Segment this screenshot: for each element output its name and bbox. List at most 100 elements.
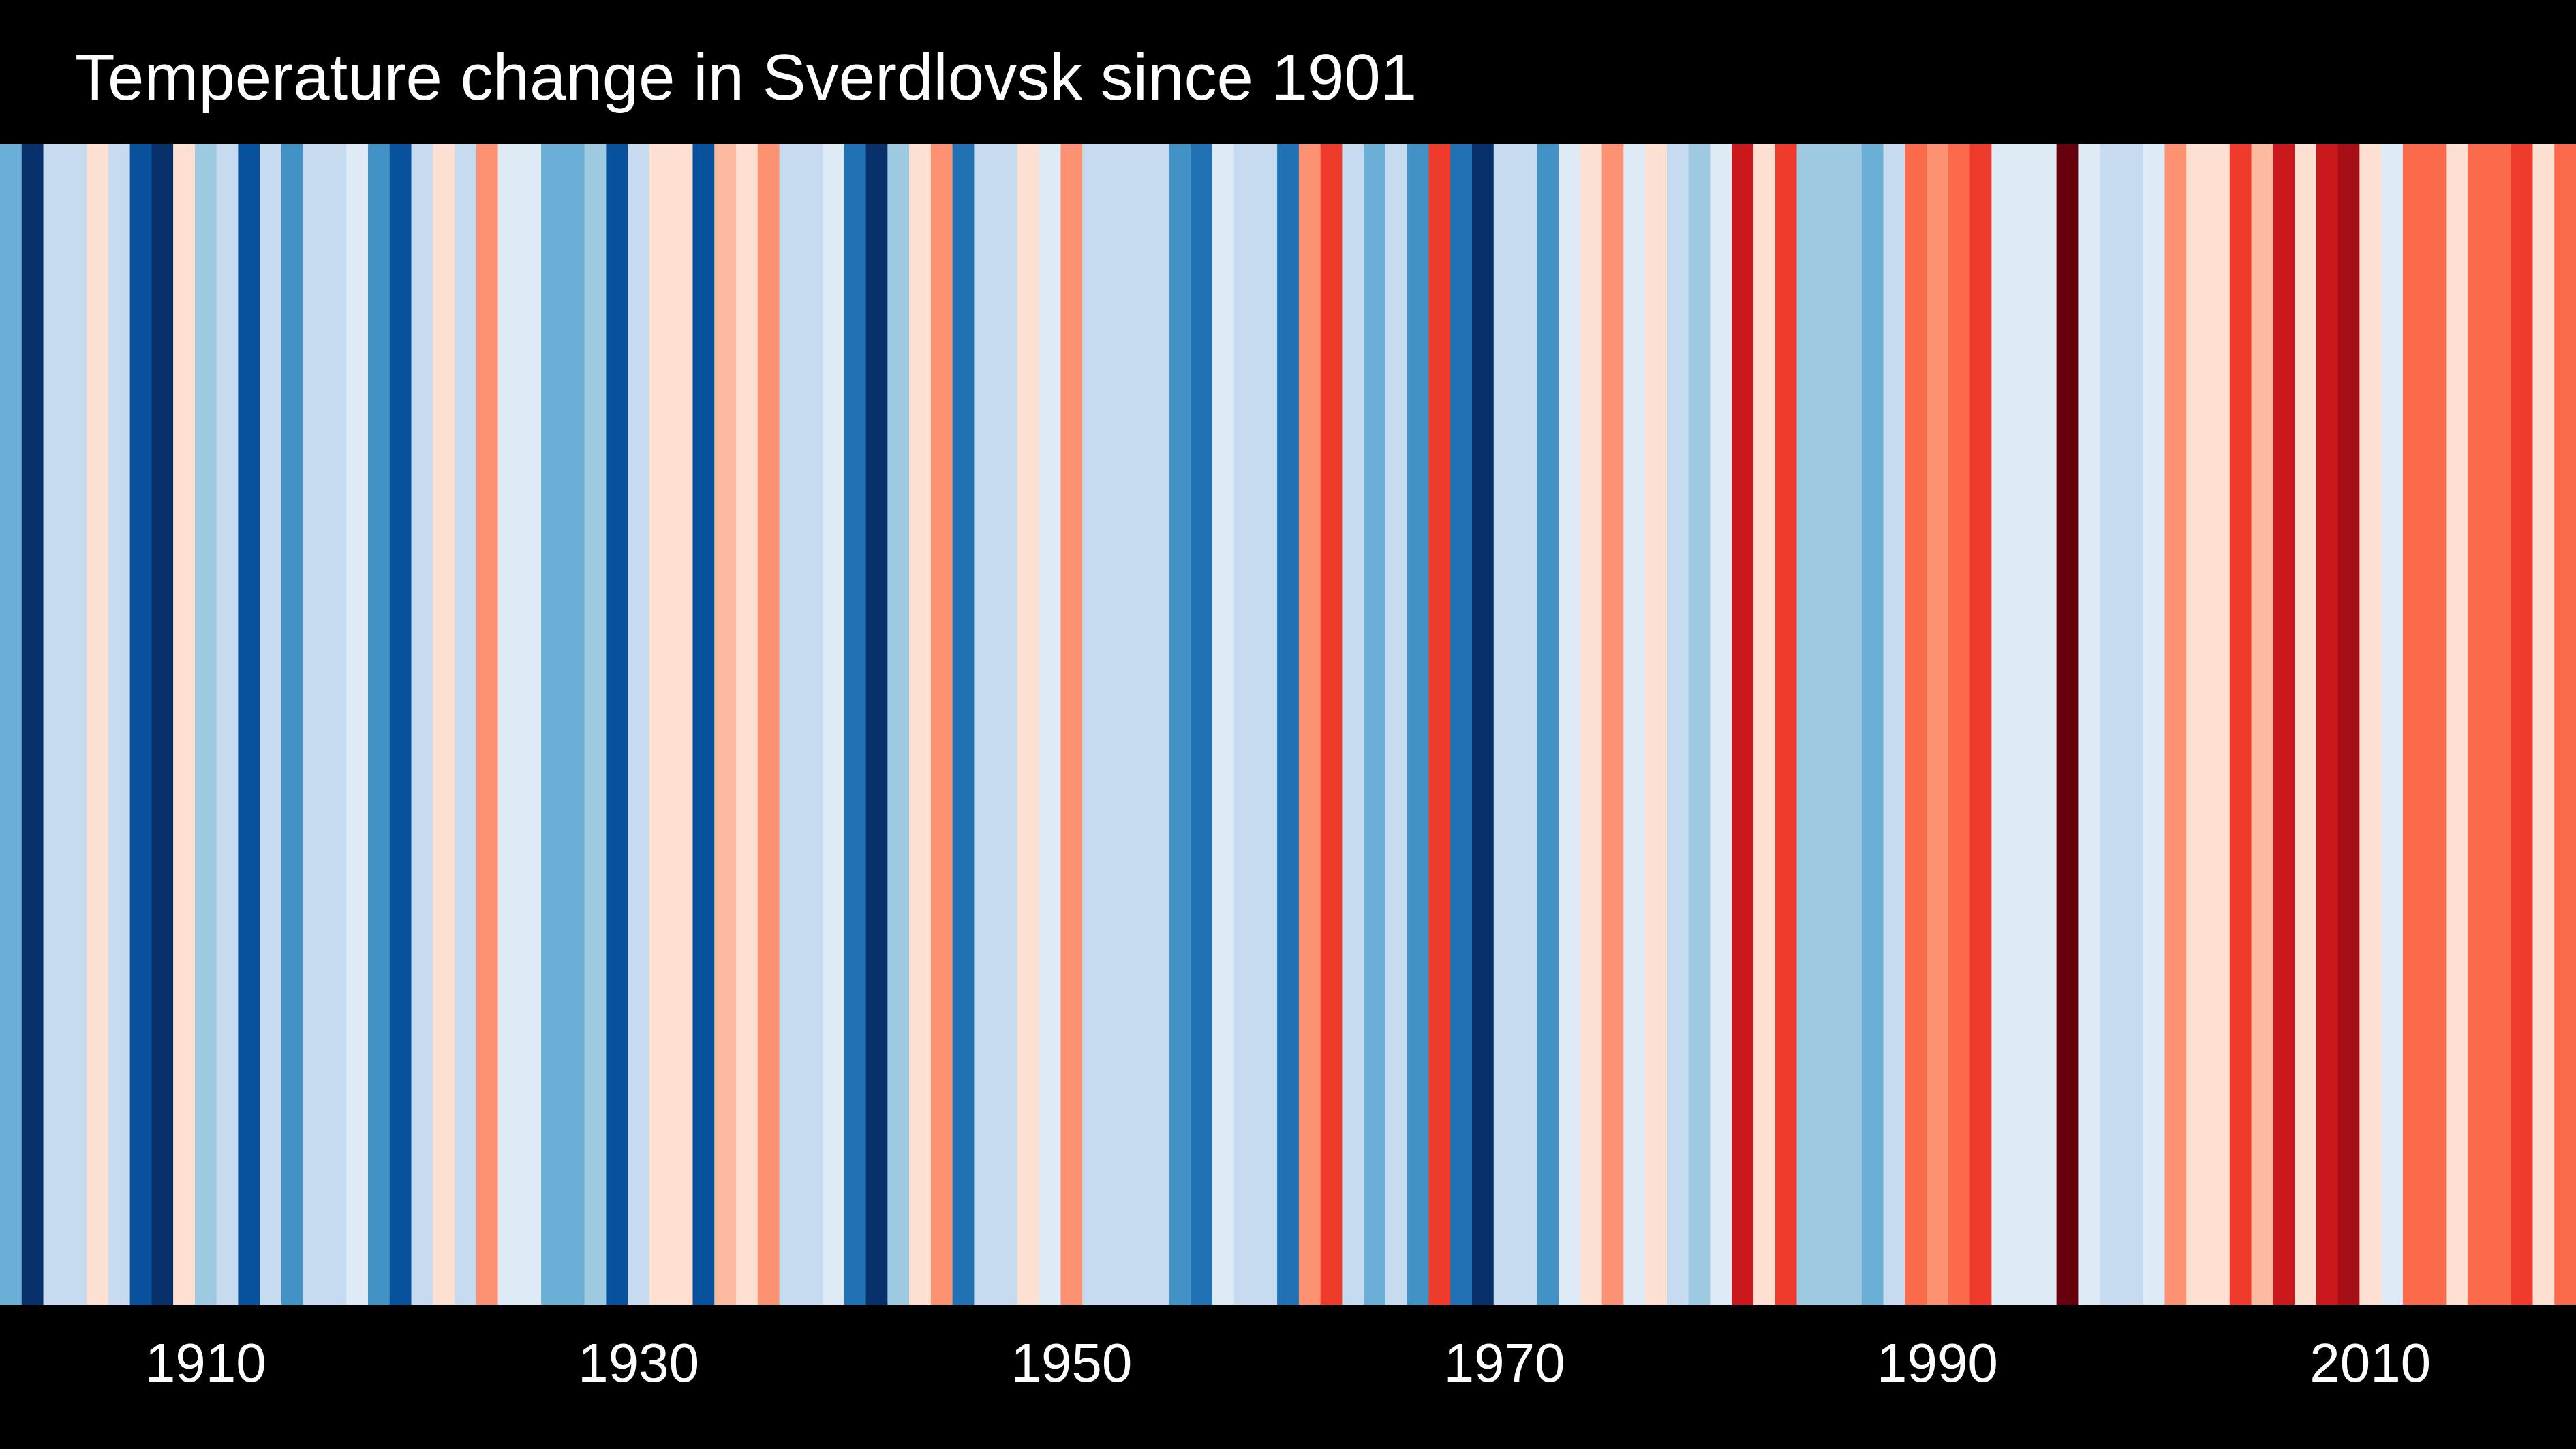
x-tick-label: 1910 [144,1332,266,1393]
stripe-1949 [1039,144,1062,1305]
stripe-1944 [930,144,953,1305]
stripe-2007 [2295,144,2317,1305]
stripe-2011 [2381,144,2404,1305]
stripe-1927 [562,144,585,1305]
stripe-1946 [974,144,996,1305]
stripe-1998 [2100,144,2122,1305]
stripe-1992 [1969,144,1992,1305]
stripe-1982 [1753,144,1776,1305]
stripe-2017 [2511,144,2534,1305]
stripe-2008 [2316,144,2339,1305]
stripe-1957 [1212,144,1235,1305]
stripe-1902 [21,144,44,1305]
stripe-1980 [1710,144,1732,1305]
stripe-1961 [1298,144,1321,1305]
stripe-1953 [1125,144,1148,1305]
stripe-2002 [2186,144,2209,1305]
stripe-1928 [584,144,607,1305]
stripe-1921 [433,144,455,1305]
stripe-2014 [2446,144,2468,1305]
stripe-1983 [1775,144,1798,1305]
stripe-2016 [2489,144,2512,1305]
x-tick-label: 1930 [578,1332,700,1393]
stripe-2009 [2337,144,2360,1305]
stripe-1926 [541,144,564,1305]
stripe-1974 [1580,144,1603,1305]
stripe-1943 [909,144,932,1305]
stripe-1981 [1732,144,1754,1305]
stripe-1987 [1861,144,1884,1305]
stripe-1993 [1991,144,2014,1305]
stripe-1963 [1342,144,1364,1305]
stripe-1903 [43,144,65,1305]
stripe-1967 [1428,144,1451,1305]
stripe-1979 [1688,144,1711,1305]
stripe-1965 [1385,144,1408,1305]
stripe-1920 [411,144,433,1305]
stripe-1951 [1082,144,1105,1305]
stripe-1991 [1948,144,1971,1305]
chart-title: Temperature change in Sverdlovsk since 1… [75,41,1417,114]
stripe-1930 [628,144,650,1305]
stripe-2001 [2164,144,2187,1305]
stripe-1973 [1559,144,1581,1305]
stripe-1950 [1060,144,1083,1305]
stripe-1976 [1623,144,1646,1305]
stripe-1913 [260,144,282,1305]
stripe-1918 [368,144,390,1305]
stripe-1938 [801,144,823,1305]
stripe-2005 [2251,144,2273,1305]
stripe-2000 [2143,144,2166,1305]
stripe-1989 [1905,144,1927,1305]
stripe-1966 [1407,144,1430,1305]
stripe-1916 [324,144,347,1305]
stripe-1947 [996,144,1018,1305]
stripe-1984 [1796,144,1819,1305]
stripe-1907 [129,144,152,1305]
stripe-1959 [1255,144,1278,1305]
stripe-1995 [2034,144,2057,1305]
x-tick-label: 1970 [1443,1332,1565,1393]
stripe-1939 [823,144,845,1305]
stripe-1917 [346,144,369,1305]
stripe-1972 [1537,144,1559,1305]
stripe-2010 [2359,144,2382,1305]
stripe-1964 [1364,144,1386,1305]
stripe-1936 [757,144,780,1305]
stripe-1962 [1320,144,1343,1305]
stripe-1909 [173,144,196,1305]
stripe-1901 [0,144,22,1305]
stripe-1988 [1883,144,1905,1305]
stripe-1934 [714,144,737,1305]
stripe-1978 [1666,144,1689,1305]
stripe-1956 [1191,144,1213,1305]
stripe-1975 [1601,144,1624,1305]
stripe-1919 [389,144,412,1305]
stripe-2015 [2468,144,2490,1305]
stripe-1912 [238,144,260,1305]
stripe-1952 [1104,144,1126,1305]
stripe-1970 [1493,144,1516,1305]
stripe-1935 [736,144,758,1305]
stripe-1906 [108,144,131,1305]
stripe-1968 [1450,144,1473,1305]
stripe-2019 [2554,144,2576,1305]
stripe-1958 [1233,144,1256,1305]
stripe-1904 [65,144,87,1305]
stripe-1971 [1515,144,1537,1305]
stripe-1932 [671,144,694,1305]
stripe-1924 [497,144,520,1305]
stripe-1915 [303,144,326,1305]
warming-stripes-chart [0,144,2576,1305]
stripe-2018 [2532,144,2555,1305]
stripe-2012 [2402,144,2425,1305]
stripe-1977 [1645,144,1668,1305]
stripe-1922 [455,144,477,1305]
stripe-1996 [2056,144,2079,1305]
stripe-1911 [216,144,239,1305]
stripe-1908 [151,144,174,1305]
stripe-1940 [844,144,867,1305]
stripe-1925 [519,144,542,1305]
stripe-1905 [87,144,109,1305]
stripe-1945 [952,144,975,1305]
